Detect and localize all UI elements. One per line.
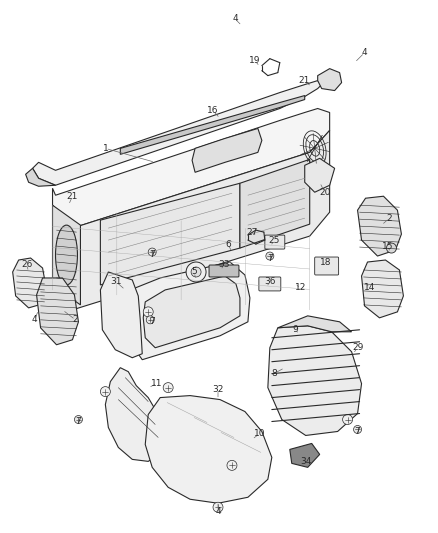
- FancyBboxPatch shape: [209, 265, 239, 277]
- FancyBboxPatch shape: [259, 277, 281, 291]
- Circle shape: [386, 243, 396, 253]
- Text: 7: 7: [149, 317, 155, 326]
- FancyBboxPatch shape: [265, 235, 285, 249]
- Circle shape: [146, 316, 154, 324]
- Polygon shape: [53, 131, 330, 310]
- Polygon shape: [25, 168, 56, 186]
- Text: 25: 25: [268, 236, 279, 245]
- Text: 7: 7: [267, 254, 273, 263]
- Text: 2: 2: [387, 214, 392, 223]
- Polygon shape: [100, 183, 240, 285]
- Text: 1: 1: [102, 144, 108, 153]
- Text: 14: 14: [364, 284, 375, 293]
- Text: 19: 19: [249, 56, 261, 65]
- Text: 2: 2: [73, 316, 78, 324]
- Text: 27: 27: [246, 228, 258, 237]
- Polygon shape: [143, 276, 240, 348]
- Polygon shape: [13, 258, 46, 308]
- Text: 36: 36: [264, 278, 276, 286]
- Text: 9: 9: [292, 325, 298, 334]
- Polygon shape: [120, 95, 305, 155]
- Text: 8: 8: [271, 369, 277, 378]
- Circle shape: [227, 461, 237, 470]
- Text: 29: 29: [352, 343, 363, 352]
- Text: 10: 10: [254, 429, 265, 438]
- Text: 6: 6: [225, 239, 231, 248]
- Polygon shape: [361, 260, 403, 318]
- Circle shape: [163, 383, 173, 393]
- FancyBboxPatch shape: [314, 257, 339, 275]
- Text: 7: 7: [355, 427, 360, 436]
- Circle shape: [143, 307, 153, 317]
- Polygon shape: [53, 109, 330, 228]
- Text: 4: 4: [362, 48, 367, 57]
- Polygon shape: [268, 326, 361, 435]
- Polygon shape: [125, 262, 250, 360]
- Polygon shape: [145, 395, 272, 503]
- Circle shape: [213, 502, 223, 512]
- Circle shape: [343, 415, 353, 424]
- Polygon shape: [278, 316, 352, 332]
- Text: 15: 15: [381, 241, 393, 251]
- Text: 16: 16: [207, 106, 219, 115]
- Text: 20: 20: [319, 188, 330, 197]
- Polygon shape: [53, 205, 81, 305]
- Text: 7: 7: [149, 249, 155, 259]
- Circle shape: [186, 262, 206, 282]
- Text: 34: 34: [300, 457, 311, 466]
- Text: 31: 31: [110, 278, 122, 286]
- Polygon shape: [100, 272, 142, 358]
- Circle shape: [100, 386, 110, 397]
- Polygon shape: [240, 159, 310, 248]
- Ellipse shape: [56, 225, 78, 285]
- Text: 18: 18: [320, 257, 332, 266]
- Text: 11: 11: [152, 379, 163, 388]
- Text: 21: 21: [67, 192, 78, 201]
- Polygon shape: [37, 278, 78, 345]
- Polygon shape: [305, 158, 335, 192]
- Text: 4: 4: [215, 507, 221, 516]
- Circle shape: [191, 267, 201, 277]
- Circle shape: [353, 425, 361, 433]
- Text: 7: 7: [76, 417, 81, 426]
- Polygon shape: [318, 69, 342, 91]
- Polygon shape: [290, 443, 320, 467]
- Text: 12: 12: [295, 284, 307, 293]
- Circle shape: [266, 252, 274, 260]
- Polygon shape: [106, 368, 162, 462]
- Text: 26: 26: [21, 260, 32, 269]
- Circle shape: [148, 248, 156, 256]
- Text: 4: 4: [32, 316, 37, 324]
- Text: 21: 21: [298, 76, 309, 85]
- Text: 33: 33: [218, 260, 230, 269]
- Polygon shape: [32, 80, 321, 185]
- Circle shape: [74, 416, 82, 424]
- Text: 5: 5: [191, 268, 197, 277]
- Text: 32: 32: [212, 385, 224, 394]
- Polygon shape: [357, 196, 401, 256]
- Polygon shape: [192, 128, 262, 172]
- Text: 4: 4: [232, 14, 238, 23]
